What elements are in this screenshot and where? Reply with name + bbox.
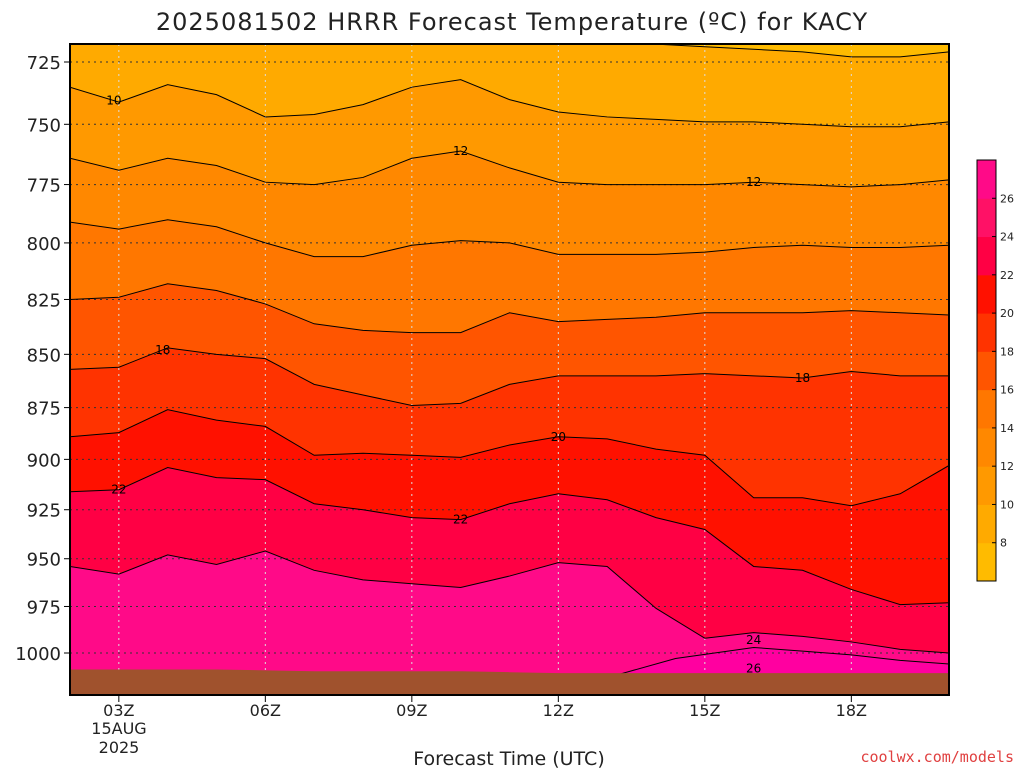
y-tick-label: 850 [27, 345, 61, 366]
chart-title: 2025081502 HRRR Forecast Temperature (ºC… [156, 8, 868, 36]
isotherm-10 [70, 79, 949, 128]
plot-area [70, 44, 949, 695]
isotherm-26 [616, 646, 949, 676]
colorbar-tick-label: 14 [1000, 422, 1014, 435]
colorbar-swatch [977, 427, 996, 467]
temp-band [70, 151, 949, 257]
x-tick-label: 12Z [543, 701, 574, 720]
colorbar-tick-label: 16 [1000, 384, 1014, 397]
temp-band [70, 409, 949, 605]
temp-band [70, 79, 949, 187]
colorbar-swatch [977, 389, 996, 429]
colorbar-tick-label: 10 [1000, 498, 1014, 511]
colorbar-swatch [977, 313, 996, 352]
colorbar-swatch [977, 542, 996, 582]
isotherm-label: 22 [453, 513, 468, 527]
colorbar-tick-label: 20 [1000, 307, 1014, 320]
isotherm-18 [70, 347, 949, 406]
colorbar-swatch [977, 274, 996, 314]
y-tick-label: 1000 [15, 644, 61, 665]
isotherm-16 [70, 283, 949, 334]
isotherm-24 [70, 550, 949, 654]
colorbar-tick-label: 18 [1000, 345, 1014, 358]
colorbar-swatch [977, 351, 996, 391]
x-year-label: 2025 [99, 738, 140, 757]
temp-band [70, 467, 949, 653]
surface-fill [70, 669, 949, 695]
y-tick-label: 975 [27, 597, 61, 618]
isotherm-label: 24 [746, 633, 761, 647]
x-tick-label: 18Z [836, 701, 867, 720]
isotherm-label: 26 [746, 662, 761, 676]
isotherm-20 [70, 409, 949, 507]
y-axis: 725 750 775 800 825 850 875 900 925 950 975 1000 [15, 53, 70, 665]
colorbar-tick-label: 22 [1000, 269, 1014, 282]
x-date-label: 15AUG [91, 719, 146, 738]
source-credit: coolwx.com/models [860, 748, 1014, 766]
colorbar-swatch [977, 466, 996, 505]
colorbar-swatch [977, 504, 996, 544]
x-tick-label: 06Z [250, 701, 281, 720]
colorbar-swatch [977, 236, 996, 276]
isotherm-label: 12 [746, 175, 761, 189]
colorbar-tick-label: 26 [1000, 192, 1014, 205]
colorbar-frame [976, 159, 997, 582]
isotherm-label: 12 [453, 144, 468, 158]
y-tick-label: 950 [27, 550, 61, 571]
x-axis-label: Forecast Time (UTC) [413, 748, 604, 768]
y-tick-label: 875 [27, 399, 61, 420]
x-tick-label: 09Z [396, 701, 427, 720]
y-tick-label: 825 [27, 290, 61, 311]
colorbar-swatch [977, 160, 996, 199]
y-tick-label: 800 [27, 234, 61, 255]
temp-band [616, 647, 949, 675]
isotherm-label: 18 [795, 371, 810, 385]
y-tick-label: 900 [27, 450, 61, 471]
x-axis: 03Z 06Z 09Z 12Z 15Z 18Z [103, 695, 867, 720]
isotherm-label: 20 [551, 430, 566, 444]
temp-band [70, 44, 949, 127]
temp-band [70, 219, 949, 333]
temp-band [70, 44, 949, 57]
x-tick-label: 03Z [103, 701, 134, 720]
isotherm-12 [70, 150, 949, 188]
colorbar-swatch [977, 198, 996, 238]
x-tick-label: 15Z [689, 701, 720, 720]
temp-band [70, 347, 949, 506]
isotherm-labels: 10 12 12 18 18 20 22 22 24 26 [106, 94, 810, 676]
colorbar-tick-label: 12 [1000, 460, 1014, 473]
isotherm-label: 18 [155, 343, 170, 357]
ground-surface [70, 669, 949, 695]
plot-frame [69, 43, 950, 696]
y-tick-label: 775 [27, 176, 61, 197]
y-tick-label: 725 [27, 53, 61, 74]
y-tick-label: 750 [27, 115, 61, 136]
isotherm-label: 22 [111, 483, 126, 497]
y-tick-label: 925 [27, 501, 61, 522]
colorbar-tick-label: 24 [1000, 231, 1014, 244]
colorbar: 8 10 12 14 16 18 20 22 24 26 [976, 159, 1014, 582]
isotherm-label: 10 [106, 94, 121, 108]
isotherm-22 [70, 466, 949, 606]
colorbar-tick-label: 8 [1000, 537, 1007, 550]
isotherm-14 [70, 219, 949, 258]
